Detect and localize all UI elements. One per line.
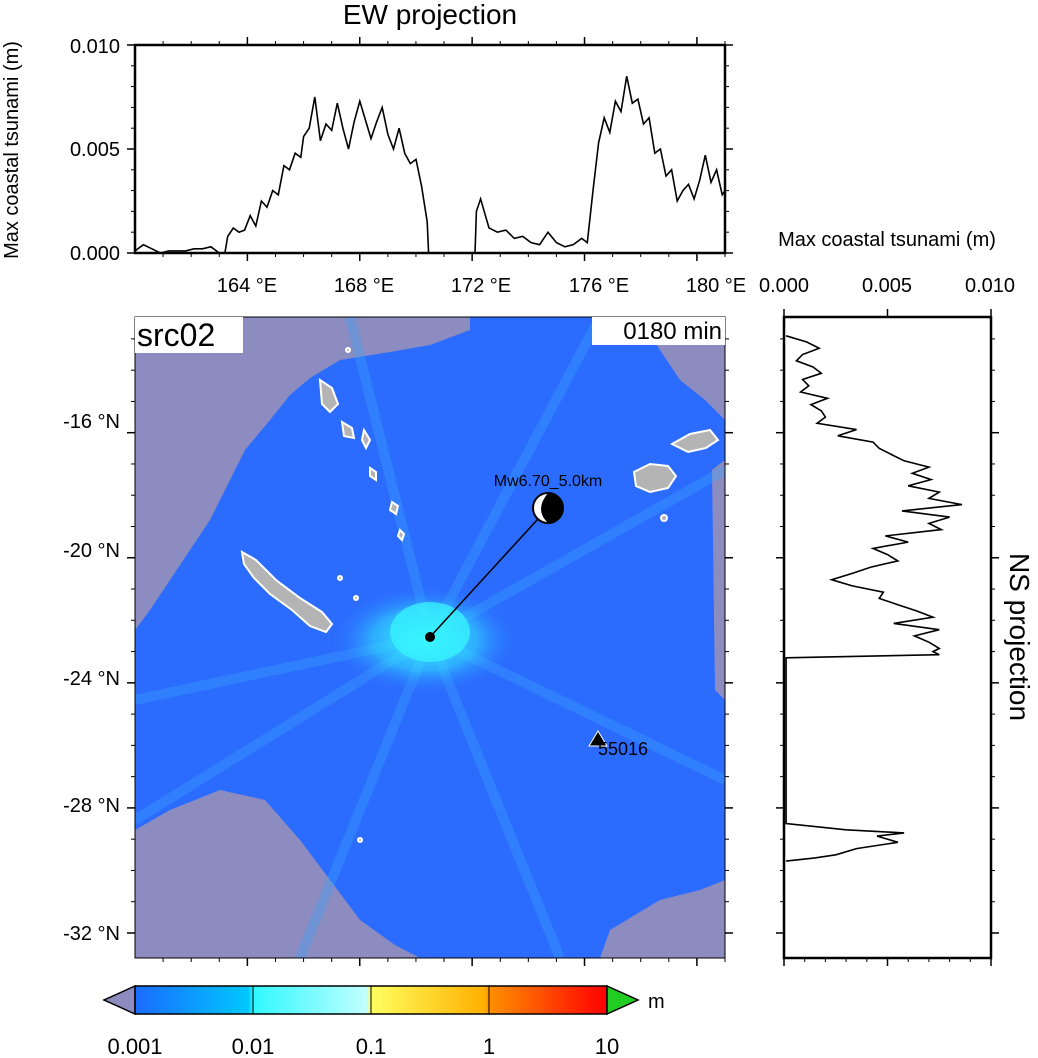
colorbar-tick-label: 10	[595, 1034, 619, 1058]
ew-title: EW projection	[343, 0, 517, 30]
colorbar-separators	[252, 986, 490, 1014]
ew-ytick-label: 0.005	[70, 139, 120, 161]
ns-title: NS projection	[1004, 553, 1035, 721]
island-fiji-viti-levu	[632, 462, 678, 494]
colorbar-tick-label: 0.01	[232, 1034, 275, 1058]
ew-series-line	[134, 76, 726, 254]
time-label: 0180 min	[623, 318, 722, 345]
ew-ytick-label: 0.010	[70, 36, 120, 58]
ns-xtick-label: 0.005	[862, 275, 912, 297]
island-fiji-vanua-levu	[669, 428, 720, 454]
source-label: src02	[137, 317, 215, 353]
map-lat-label: -24 °N	[63, 668, 120, 690]
island-small	[345, 347, 351, 353]
energy-rays	[135, 317, 725, 958]
ns-tick-marks	[776, 309, 999, 966]
station-label: 55016	[598, 739, 648, 759]
islands	[240, 347, 720, 843]
island-small	[660, 514, 668, 522]
ns-xlabel: Max coastal tsunami (m)	[778, 229, 996, 251]
island-small	[337, 575, 343, 581]
island-vanuatu-a	[340, 420, 356, 440]
colorbar-tick-label: 0.1	[356, 1034, 387, 1058]
event-label: Mw6.70_5.0km	[494, 473, 603, 490]
island-new-caledonia	[240, 550, 334, 634]
map-lat-label: -28 °N	[63, 795, 120, 817]
land-mask-east-strip	[712, 460, 725, 700]
island-vanuatu-d	[388, 500, 400, 516]
land-mask-northwest	[135, 317, 470, 630]
ns-panel: Max coastal tsunami (m) 0.000 0.005 0.01…	[759, 229, 1035, 966]
ew-xtick-label: 176 °E	[569, 275, 629, 297]
ns-xtick-label: 0.010	[965, 275, 1015, 297]
ns-frame	[782, 315, 993, 960]
map-lat-label: -32 °N	[63, 923, 120, 945]
ns-line-holder	[785, 335, 963, 862]
ew-ylabel: Max coastal tsunami (m)	[1, 41, 23, 259]
ew-frame	[133, 43, 727, 255]
epicenter-link-line	[429, 507, 549, 638]
station-triangle-icon	[588, 730, 608, 747]
time-label-bg	[592, 317, 725, 345]
ew-xtick-label: 172 °E	[451, 275, 511, 297]
map-lat-label: -20 °N	[63, 540, 120, 562]
island-vanuatu-b	[360, 427, 372, 451]
colorbar-tick-label: 0.001	[107, 1034, 162, 1058]
island-vanuatu-e	[396, 528, 406, 542]
island-vanuatu-north	[318, 378, 340, 414]
land-mask-southwest	[135, 790, 420, 958]
colorbar-unit: m	[648, 991, 665, 1013]
land-mask-southeast	[600, 880, 725, 958]
colorbar-over-triangle	[606, 984, 640, 1016]
map-lat-label: -16 °N	[63, 411, 120, 433]
map-panel: -16 °N -20 °N -24 °N -28 °N -32 °N src02…	[63, 316, 733, 966]
ns-series-line	[785, 335, 963, 862]
map-frame	[134, 316, 726, 959]
source-label-bg	[135, 317, 243, 353]
island-small	[357, 837, 363, 843]
epicenter-marker	[425, 632, 435, 642]
colorbar-under-triangle	[102, 984, 136, 1016]
ew-panel: EW projection Max coastal tsunami (m) 0.…	[1, 0, 746, 297]
colorbar: m 0.001 0.01 0.1 1 10	[102, 984, 665, 1058]
colorbar-tick-label: 1	[483, 1034, 495, 1058]
ew-tick-marks	[127, 37, 733, 261]
ew-xtick-label: 168 °E	[334, 275, 394, 297]
ew-line-holder	[134, 76, 726, 254]
island-small	[353, 595, 359, 601]
island-vanuatu-c	[369, 466, 377, 482]
ew-xtick-label: 180 °E	[686, 275, 746, 297]
ns-xtick-label: 0.000	[759, 275, 809, 297]
ew-xtick-label: 164 °E	[217, 275, 277, 297]
ew-ytick-label: 0.000	[70, 243, 120, 265]
focal-mechanism-beachball	[532, 492, 564, 524]
map-tick-marks	[127, 338, 733, 966]
